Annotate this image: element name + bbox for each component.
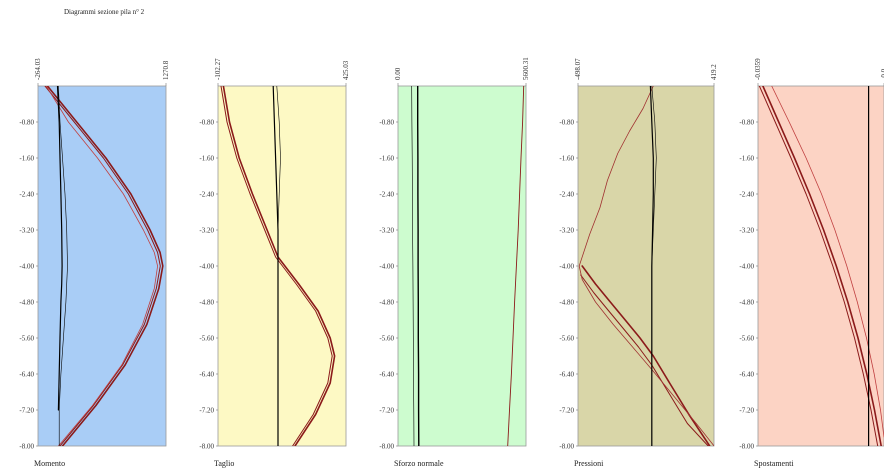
series-line-2 bbox=[44, 86, 161, 446]
y-tick-label: -4.80 bbox=[199, 299, 214, 307]
y-tick-label: -0.80 bbox=[19, 119, 34, 127]
y-tick-label: -6.40 bbox=[379, 371, 394, 379]
series-group bbox=[578, 86, 714, 446]
x-tick-label: -102.27 bbox=[214, 58, 222, 80]
chart-panel-3: -0.80 -1.60 -2.40 -3.20 -4.00 -4.80 -5.60 -6.40… bbox=[379, 57, 530, 468]
series-line-3 bbox=[411, 86, 415, 446]
y-tick-label: -8.00 bbox=[379, 443, 394, 451]
series-line-3 bbox=[578, 86, 714, 446]
series-line-4 bbox=[56, 86, 63, 411]
y-tick-label: -6.40 bbox=[199, 371, 214, 379]
y-tick-label: -4.00 bbox=[199, 263, 214, 271]
y-tick-label: -2.40 bbox=[559, 191, 574, 199]
y-tick-label: -1.60 bbox=[739, 155, 754, 163]
y-tick-label: -8.00 bbox=[19, 443, 34, 451]
series-line-1 bbox=[762, 86, 883, 446]
x-tick-label: 1270.8 bbox=[162, 60, 170, 80]
y-tick-label: -5.60 bbox=[199, 335, 214, 343]
y-tick-label: -7.20 bbox=[19, 407, 34, 415]
chart-panel-1: -0.80 -1.60 -2.40 -3.20 -4.00 -4.80 -5.60 -6.40… bbox=[19, 58, 170, 468]
chart-title: Pressioni bbox=[574, 459, 604, 468]
y-tick-label: -6.40 bbox=[559, 371, 574, 379]
x-tick-label: -0.0 bbox=[880, 68, 884, 80]
x-tick-label: 425.03 bbox=[342, 60, 350, 80]
y-tick-label: -3.20 bbox=[559, 227, 574, 235]
page-title: Diagrammi sezione pila n° 2 bbox=[64, 8, 145, 16]
y-tick-label: -4.00 bbox=[379, 263, 394, 271]
y-tick-label: -1.60 bbox=[19, 155, 34, 163]
series-group bbox=[758, 86, 884, 446]
chart-title: Momento bbox=[34, 459, 65, 468]
series-line-1 bbox=[581, 265, 711, 446]
y-tick-label: -7.20 bbox=[559, 407, 574, 415]
series-group bbox=[411, 86, 525, 446]
y-tick-label: -0.80 bbox=[559, 119, 574, 127]
y-tick-label: -2.40 bbox=[19, 191, 34, 199]
y-tick-label: -6.40 bbox=[19, 371, 34, 379]
y-tick-label: -4.80 bbox=[559, 299, 574, 307]
series-line-1 bbox=[46, 86, 164, 446]
y-tick-label: -7.20 bbox=[379, 407, 394, 415]
chart-panel-5: -0.80 -1.60 -2.40 -3.20 -4.00 -4.80 -5.60 -6.40… bbox=[739, 58, 884, 468]
y-tick-label: -8.00 bbox=[739, 443, 754, 451]
series-line-5 bbox=[651, 86, 657, 446]
y-tick-label: -7.20 bbox=[199, 407, 214, 415]
series-line-5 bbox=[58, 86, 68, 446]
y-tick-label: -1.60 bbox=[199, 155, 214, 163]
x-tick-label: 0.00 bbox=[394, 67, 402, 80]
y-tick-label: -3.20 bbox=[739, 227, 754, 235]
series-line-2 bbox=[220, 86, 333, 446]
chart-title: Spostamenti bbox=[754, 459, 794, 468]
y-tick-label: -8.00 bbox=[199, 443, 214, 451]
y-tick-label: -2.40 bbox=[199, 191, 214, 199]
y-tick-label: -5.60 bbox=[19, 335, 34, 343]
y-tick-label: -4.80 bbox=[379, 299, 394, 307]
series-line-2 bbox=[758, 86, 879, 446]
y-tick-label: -5.60 bbox=[559, 335, 574, 343]
series-line-3 bbox=[771, 86, 884, 438]
x-tick-label: -498.07 bbox=[574, 58, 582, 80]
y-tick-label: -2.40 bbox=[739, 191, 754, 199]
y-tick-label: -8.00 bbox=[559, 443, 574, 451]
y-tick-label: -1.60 bbox=[559, 155, 574, 163]
series-line-2 bbox=[580, 274, 709, 446]
series-line-4 bbox=[276, 86, 281, 446]
chart-panel-2: -0.80 -1.60 -2.40 -3.20 -4.00 -4.80 -5.60 -6.40… bbox=[199, 58, 350, 468]
series-group bbox=[44, 86, 164, 446]
x-tick-label: -0.0359 bbox=[754, 58, 762, 80]
y-tick-label: -6.40 bbox=[739, 371, 754, 379]
series-line-1 bbox=[222, 86, 336, 446]
series-line-1 bbox=[507, 86, 525, 446]
plot-area bbox=[757, 85, 884, 447]
x-tick-label: 5600.31 bbox=[522, 57, 530, 80]
chart-title: Taglio bbox=[214, 459, 234, 468]
y-tick-label: -4.00 bbox=[739, 263, 754, 271]
series-group bbox=[220, 86, 336, 446]
plot-area bbox=[397, 85, 527, 447]
y-tick-label: -3.20 bbox=[379, 227, 394, 235]
y-tick-label: -0.80 bbox=[199, 119, 214, 127]
y-tick-label: -4.00 bbox=[559, 263, 574, 271]
x-tick-label: 419.2 bbox=[710, 64, 718, 80]
plot-area bbox=[577, 85, 715, 447]
y-tick-label: -2.40 bbox=[379, 191, 394, 199]
chart-panel-4: -0.80 -1.60 -2.40 -3.20 -4.00 -4.80 -5.60 -6.40… bbox=[559, 58, 718, 468]
y-tick-label: -3.20 bbox=[199, 227, 214, 235]
y-tick-label: -0.80 bbox=[739, 119, 754, 127]
y-tick-label: -7.20 bbox=[739, 407, 754, 415]
y-tick-label: -1.60 bbox=[379, 155, 394, 163]
y-tick-label: -0.80 bbox=[379, 119, 394, 127]
y-tick-label: -4.00 bbox=[19, 263, 34, 271]
y-tick-label: -4.80 bbox=[739, 299, 754, 307]
y-tick-label: -5.60 bbox=[739, 335, 754, 343]
y-tick-label: -5.60 bbox=[379, 335, 394, 343]
y-tick-label: -4.80 bbox=[19, 299, 34, 307]
x-tick-label: -264.03 bbox=[34, 58, 42, 80]
series-line-2 bbox=[417, 86, 420, 446]
series-line-3 bbox=[45, 86, 159, 446]
y-tick-label: -3.20 bbox=[19, 227, 34, 235]
chart-title: Sforzo normale bbox=[394, 459, 444, 468]
